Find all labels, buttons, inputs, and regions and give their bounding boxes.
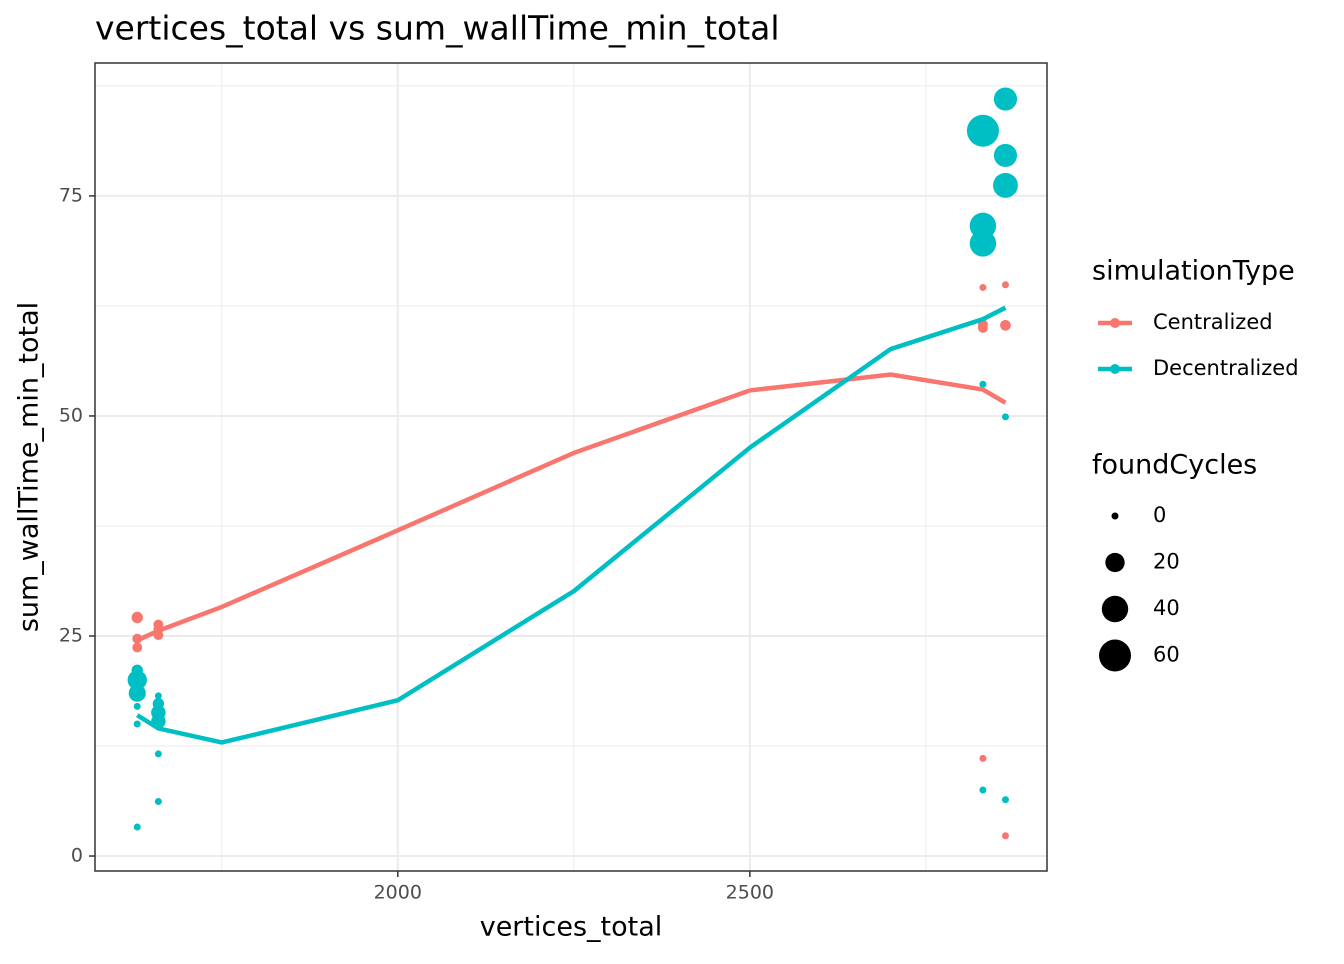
size-legend-dot	[1101, 595, 1129, 623]
y-tick-label: 50	[59, 404, 83, 426]
y-tick-label: 0	[71, 845, 83, 867]
size-legend-label: 40	[1153, 596, 1180, 620]
point	[979, 786, 987, 794]
trend-line	[136, 372, 1007, 643]
point	[128, 684, 146, 702]
size-legend-dot	[1111, 512, 1119, 520]
point	[154, 750, 162, 758]
point	[977, 322, 988, 333]
point	[1000, 319, 1011, 331]
size-legend-title: foundCycles	[1092, 450, 1257, 481]
point	[966, 114, 999, 147]
point	[1001, 413, 1009, 421]
y-axis-title: sum_wallTime_min_total	[14, 302, 45, 632]
x-tick-label: 2000	[374, 882, 422, 904]
point	[979, 380, 987, 388]
size-legend-dot	[1105, 552, 1125, 573]
point	[1001, 832, 1009, 840]
point	[133, 702, 141, 710]
point	[127, 670, 147, 690]
chart-title: vertices_total vs sum_wallTime_min_total	[95, 9, 780, 48]
size-legend-label: 20	[1153, 550, 1180, 574]
point	[133, 720, 141, 728]
size-legend-label: 0	[1153, 503, 1166, 527]
y-tick-label: 25	[59, 624, 83, 646]
point	[154, 797, 162, 805]
point	[133, 823, 141, 831]
y-tick-label: 75	[59, 184, 83, 206]
color-legend-title: simulationType	[1092, 256, 1295, 287]
plot-border	[94, 62, 1048, 872]
legend-label: Decentralized	[1153, 356, 1299, 380]
x-tick-label: 2500	[726, 882, 774, 904]
point	[154, 692, 162, 700]
point	[979, 754, 987, 762]
point	[132, 642, 143, 653]
point	[979, 283, 987, 291]
size-legend-label: 60	[1153, 643, 1180, 667]
point	[993, 143, 1018, 167]
x-axis-title: vertices_total	[480, 912, 663, 943]
point	[993, 87, 1018, 111]
point	[131, 611, 143, 624]
legend-dot	[1110, 318, 1120, 328]
point	[993, 172, 1018, 198]
point	[1001, 281, 1009, 289]
size-legend-dot	[1099, 639, 1131, 672]
point	[969, 230, 997, 257]
point	[1001, 796, 1009, 804]
trend-line	[136, 305, 1007, 745]
legend-label: Centralized	[1153, 310, 1273, 334]
legend-dot	[1110, 364, 1120, 374]
